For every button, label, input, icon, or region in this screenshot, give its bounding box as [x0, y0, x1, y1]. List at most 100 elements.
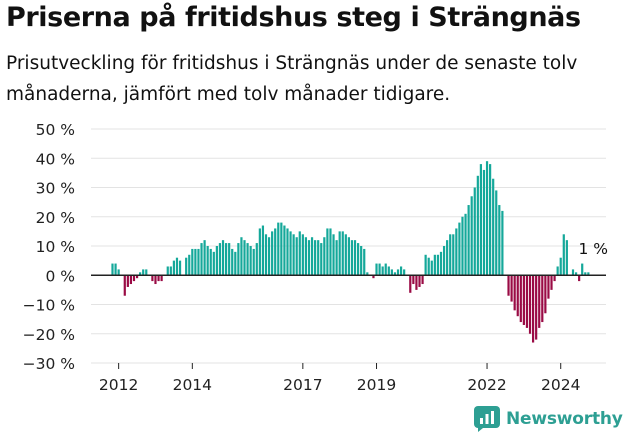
bar — [301, 234, 304, 276]
bar — [169, 266, 172, 276]
bar — [535, 275, 538, 340]
bar — [559, 257, 562, 276]
bar — [271, 231, 274, 276]
bar — [436, 254, 440, 276]
bar — [344, 234, 347, 276]
bar — [393, 272, 397, 276]
bar — [258, 228, 261, 276]
bar — [571, 269, 575, 276]
bar — [381, 266, 384, 276]
bar — [458, 222, 461, 276]
chart-subtitle: Prisutveckling för fritidshus i Strängnä… — [6, 53, 578, 105]
y-tick-label: 30 % — [36, 180, 75, 198]
bar — [203, 240, 206, 276]
bar — [157, 275, 160, 282]
bar — [126, 275, 129, 287]
bar — [390, 269, 393, 276]
bar — [538, 275, 541, 328]
bar — [476, 175, 479, 276]
bar — [267, 237, 271, 276]
bar — [473, 187, 476, 276]
bar — [237, 243, 240, 276]
bar — [522, 275, 525, 325]
bar — [197, 248, 200, 276]
bar — [547, 275, 550, 299]
bar — [519, 275, 522, 323]
bar — [206, 246, 209, 276]
bar — [252, 248, 255, 276]
bar — [240, 237, 243, 276]
bar — [412, 275, 415, 285]
bar — [556, 266, 559, 276]
bar — [264, 234, 268, 276]
bar — [495, 190, 498, 276]
bar — [212, 251, 215, 276]
y-tick-label: −30 % — [23, 355, 75, 373]
bar — [317, 240, 320, 276]
bar — [310, 237, 314, 276]
bar — [228, 243, 231, 276]
bar — [427, 257, 430, 276]
bar — [295, 237, 298, 276]
bar — [455, 228, 458, 276]
bar — [191, 248, 194, 276]
bar — [467, 205, 470, 276]
bar — [360, 246, 363, 276]
bar — [479, 164, 482, 276]
bar — [403, 269, 406, 276]
bar — [154, 275, 157, 285]
bar — [292, 234, 295, 276]
y-tick-label: 40 % — [36, 150, 75, 168]
bar — [307, 240, 311, 276]
bar — [320, 243, 323, 276]
bar — [399, 266, 403, 276]
bar — [513, 275, 516, 311]
bar — [584, 272, 587, 276]
bar — [132, 275, 136, 282]
brand-name: Newsworthy — [506, 409, 623, 429]
bar — [160, 275, 163, 282]
bar — [415, 275, 418, 290]
bar — [341, 231, 344, 276]
bar — [289, 231, 292, 276]
bar — [274, 228, 277, 276]
bar — [366, 272, 369, 276]
bar — [375, 263, 378, 276]
bar — [452, 234, 455, 276]
x-tick-label: 2024 — [541, 376, 580, 394]
bar — [363, 248, 366, 276]
bar — [396, 269, 400, 276]
bar — [145, 269, 148, 276]
bar — [283, 225, 286, 276]
bar — [357, 243, 360, 276]
y-tick-label: 50 % — [36, 121, 75, 139]
bar — [461, 216, 464, 276]
bar — [587, 272, 590, 276]
annotation-label: 1 % — [578, 240, 608, 258]
bar — [246, 243, 249, 276]
bar — [314, 240, 317, 276]
bar — [565, 240, 568, 276]
bar — [347, 237, 350, 276]
bar — [424, 254, 427, 276]
bar — [384, 263, 387, 276]
bar — [178, 260, 182, 276]
bar — [421, 275, 424, 285]
bar — [117, 269, 120, 276]
bar — [464, 213, 467, 276]
bar — [200, 243, 203, 276]
bar — [581, 263, 584, 276]
bar — [218, 243, 222, 276]
bar — [553, 275, 556, 282]
bar — [378, 263, 381, 276]
x-axis-ticks: 2012 2014 2017 2019 2022 2024 — [99, 363, 580, 394]
bar — [498, 205, 501, 276]
y-tick-label: 0 % — [45, 267, 75, 285]
bar — [449, 234, 452, 276]
bar — [249, 246, 252, 276]
bar — [510, 275, 513, 302]
bar — [111, 263, 114, 276]
bar — [387, 266, 390, 276]
y-tick-label: −20 % — [23, 326, 75, 344]
